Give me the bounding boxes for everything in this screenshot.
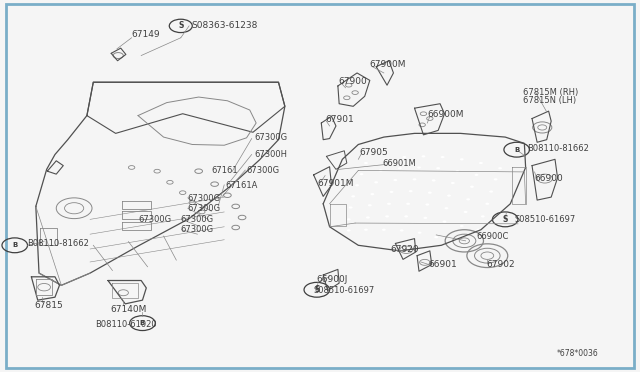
Text: S: S (178, 22, 184, 31)
Circle shape (403, 156, 406, 158)
Text: 67300G: 67300G (246, 166, 280, 175)
Circle shape (485, 203, 489, 205)
Circle shape (364, 162, 368, 164)
Text: 67300G: 67300G (187, 194, 220, 203)
Circle shape (460, 158, 464, 160)
Text: 67905: 67905 (360, 148, 388, 157)
Circle shape (374, 181, 378, 183)
Circle shape (385, 215, 389, 218)
Circle shape (371, 193, 374, 195)
Circle shape (479, 162, 483, 164)
Text: 66901M: 66901M (383, 159, 417, 168)
Text: B: B (514, 147, 519, 153)
Text: 67815N (LH): 67815N (LH) (523, 96, 576, 105)
Text: S08363-61238: S08363-61238 (191, 22, 257, 31)
Circle shape (394, 179, 397, 181)
Text: 67300G: 67300G (187, 204, 220, 213)
Circle shape (409, 190, 413, 192)
Text: 67149: 67149 (132, 30, 160, 39)
Text: 67815: 67815 (34, 301, 63, 310)
Circle shape (474, 174, 478, 176)
Circle shape (450, 240, 454, 243)
Circle shape (390, 191, 394, 193)
Circle shape (349, 206, 353, 209)
Text: 67300H: 67300H (254, 150, 287, 159)
Text: 67920: 67920 (390, 244, 419, 253)
Circle shape (404, 215, 408, 218)
Circle shape (355, 184, 359, 186)
Text: S: S (314, 285, 319, 294)
Circle shape (436, 167, 440, 169)
Circle shape (498, 167, 502, 169)
Circle shape (417, 166, 421, 169)
Text: S08510-61697: S08510-61697 (314, 286, 375, 295)
Circle shape (432, 179, 436, 182)
Circle shape (382, 229, 386, 231)
Text: 67901: 67901 (325, 115, 354, 124)
Circle shape (364, 229, 368, 231)
Text: 66901: 66901 (429, 260, 458, 269)
Circle shape (435, 236, 438, 238)
Text: 67300G: 67300G (180, 225, 214, 234)
Circle shape (360, 173, 364, 175)
Text: 67300G: 67300G (138, 215, 171, 224)
Circle shape (406, 203, 410, 205)
Text: 67900M: 67900M (370, 60, 406, 69)
Circle shape (398, 167, 402, 169)
Circle shape (379, 169, 383, 171)
Circle shape (460, 225, 464, 227)
Circle shape (426, 203, 429, 206)
Circle shape (443, 221, 447, 223)
Circle shape (424, 217, 428, 219)
Circle shape (351, 195, 355, 198)
Circle shape (476, 229, 480, 231)
Circle shape (387, 203, 391, 205)
Circle shape (368, 204, 372, 206)
Text: 67900: 67900 (338, 77, 367, 86)
Circle shape (467, 198, 470, 201)
Text: S: S (502, 215, 508, 224)
Text: B08110-61020: B08110-61020 (95, 321, 157, 330)
Circle shape (441, 156, 445, 158)
Text: 67300G: 67300G (180, 215, 214, 224)
Circle shape (470, 186, 474, 188)
Text: 67300G: 67300G (254, 133, 287, 142)
Text: B: B (140, 320, 145, 326)
Circle shape (493, 178, 497, 180)
Text: 66900M: 66900M (428, 110, 464, 119)
Text: *678*0036: *678*0036 (556, 349, 598, 358)
Text: 67901M: 67901M (317, 179, 354, 187)
Circle shape (451, 182, 455, 184)
Text: 66900J: 66900J (317, 275, 348, 284)
Circle shape (445, 207, 449, 209)
Circle shape (418, 232, 422, 234)
Text: 67161: 67161 (211, 166, 238, 175)
Text: 67161A: 67161A (225, 181, 258, 190)
Text: 67902: 67902 (486, 260, 515, 269)
Circle shape (447, 195, 451, 197)
Circle shape (347, 218, 351, 221)
Circle shape (422, 155, 426, 157)
Circle shape (347, 230, 351, 232)
Circle shape (428, 192, 432, 194)
Text: B08110-81662: B08110-81662 (28, 239, 90, 248)
Circle shape (464, 211, 467, 213)
Text: 66900C: 66900C (476, 231, 509, 241)
Circle shape (456, 170, 460, 172)
Circle shape (383, 158, 387, 160)
Text: 66900: 66900 (534, 174, 563, 183)
Text: B: B (12, 242, 17, 248)
Text: 67815M (RH): 67815M (RH) (523, 88, 579, 97)
Circle shape (366, 217, 370, 219)
Text: B08110-81662: B08110-81662 (527, 144, 589, 153)
Circle shape (489, 190, 493, 193)
Text: 67140M: 67140M (111, 305, 147, 314)
Circle shape (481, 215, 484, 218)
Text: S08510-61697: S08510-61697 (515, 215, 576, 224)
Circle shape (413, 178, 417, 180)
Circle shape (400, 230, 404, 232)
